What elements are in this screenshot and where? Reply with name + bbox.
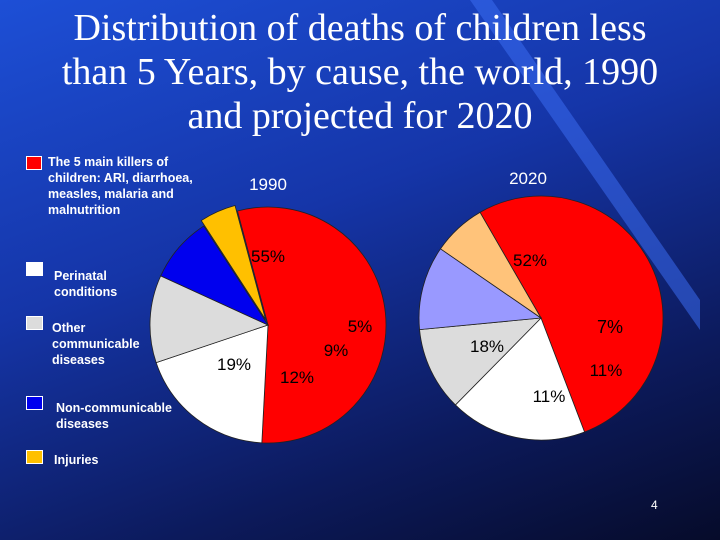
slice-data-label: 52% bbox=[513, 251, 547, 270]
background-diagonal-stripe bbox=[470, 0, 700, 330]
slide-title: Distribution of deaths of children less … bbox=[61, 7, 659, 137]
slice-data-label: 9% bbox=[324, 341, 349, 360]
legend-swatch bbox=[26, 156, 42, 170]
pie-title: 1990 bbox=[249, 175, 287, 194]
slice-data-label: 5% bbox=[348, 317, 373, 336]
pie-title: 2020 bbox=[509, 169, 547, 188]
legend-swatch bbox=[26, 316, 43, 330]
legend-label: Non-communicable diseases bbox=[56, 401, 172, 431]
page-number: 4 bbox=[651, 498, 658, 512]
slice-data-label: 18% bbox=[470, 337, 504, 356]
slice-data-label: 19% bbox=[217, 355, 251, 374]
pie-slice-2020-5 bbox=[439, 211, 542, 319]
legend-label: The 5 main killers of children: ARI, dia… bbox=[48, 155, 193, 217]
legend-label: Other communicable diseases bbox=[52, 321, 140, 367]
slice-data-label: 11% bbox=[590, 361, 623, 380]
legend-label: Perinatal conditions bbox=[54, 269, 118, 299]
slice-data-label: 11% bbox=[533, 387, 566, 406]
pie-slice-1990-5 bbox=[200, 205, 266, 320]
pie-slice-1990-2 bbox=[155, 324, 269, 444]
legend-label: Injuries bbox=[54, 453, 99, 467]
slice-data-label: 7% bbox=[597, 317, 623, 337]
legend-swatch bbox=[26, 262, 43, 276]
pie-slice-1990-3 bbox=[149, 275, 270, 364]
slice-data-label: 55% bbox=[251, 247, 285, 266]
pie-slice-2020-2 bbox=[454, 317, 586, 441]
slice-data-label: 12% bbox=[280, 368, 314, 387]
pie-slice-2020-3 bbox=[419, 317, 543, 406]
legend-swatch bbox=[26, 450, 43, 464]
legend-swatch bbox=[26, 396, 43, 410]
pie-slice-1990-4 bbox=[160, 225, 270, 326]
pie-slice-2020-1 bbox=[479, 195, 664, 433]
pie-slice-1990-1 bbox=[236, 206, 387, 444]
pie-slice-2020-4 bbox=[418, 248, 543, 331]
